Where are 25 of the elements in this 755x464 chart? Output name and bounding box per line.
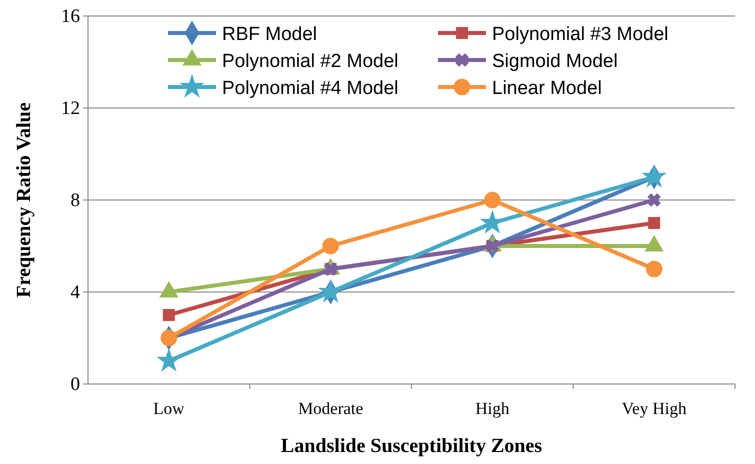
- x-axis-title: Landslide Susceptibility Zones: [280, 435, 542, 457]
- point: [322, 238, 339, 254]
- x-tick-label: Vey High: [622, 399, 687, 418]
- point: [646, 260, 662, 278]
- y-tick-label: 4: [70, 282, 80, 304]
- legend-label: Sigmoid Model: [492, 51, 618, 72]
- legend-label: Linear Model: [492, 78, 602, 99]
- point: [484, 192, 501, 208]
- point: [648, 194, 661, 206]
- y-tick-label: 8: [70, 190, 80, 212]
- x-tick-label: Moderate: [298, 399, 364, 418]
- point: [648, 217, 660, 229]
- y-axis-title: Frequency Ratio Value: [13, 102, 35, 298]
- legend-label: Polynomial #3 Model: [492, 24, 668, 45]
- point: [157, 348, 180, 371]
- point: [642, 164, 666, 187]
- legend-label: Polynomial #2 Model: [222, 51, 398, 72]
- y-tick-label: 0: [70, 374, 80, 396]
- y-tick-label: 16: [61, 6, 80, 28]
- point: [162, 309, 175, 321]
- x-tick-label: Low: [153, 399, 186, 418]
- y-tick-label: 12: [61, 98, 80, 120]
- legend-label: RBF Model: [222, 24, 318, 45]
- x-tick-label: High: [475, 399, 510, 418]
- legend-label: Polynomial #4 Model: [222, 78, 398, 99]
